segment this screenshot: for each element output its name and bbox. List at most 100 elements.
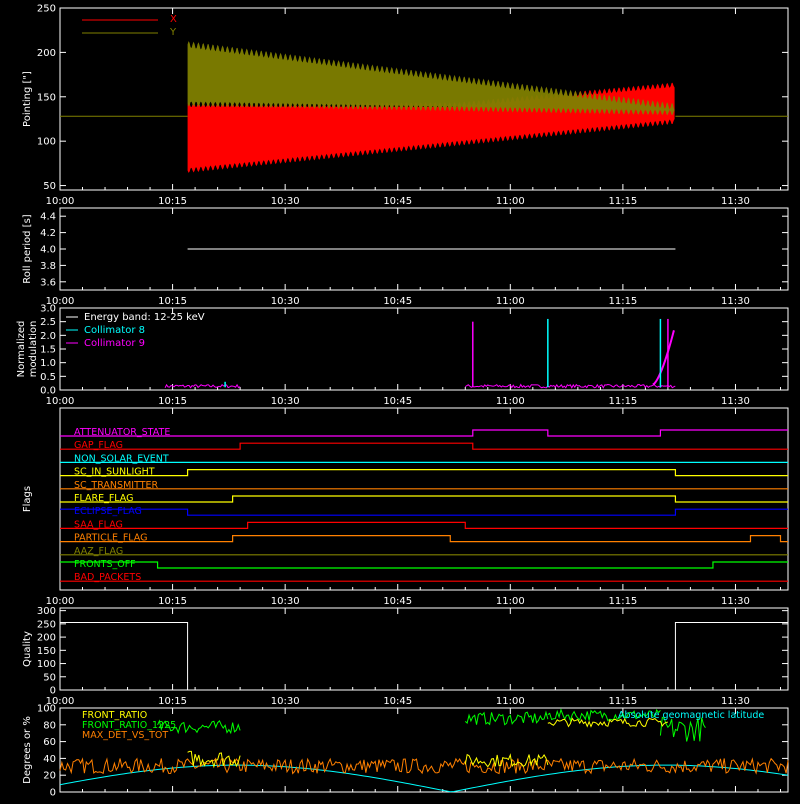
geomag-latitude-trace (59, 764, 789, 793)
legend-label-x: X (170, 14, 177, 25)
y-tick-label: 100 (37, 659, 56, 670)
flag-label: ECLIPSE_FLAG (74, 506, 142, 517)
y-tick-label: 2.5 (40, 317, 56, 328)
y-tick-label: 0 (50, 788, 56, 799)
quality-trace (60, 622, 788, 691)
x-tick-label: 10:45 (383, 596, 412, 607)
panel-frame-0 (59, 7, 789, 191)
flag-trace (60, 535, 788, 543)
x-tick-label: 11:15 (608, 296, 637, 307)
legend-label-collimator-8: Collimator 8 (84, 325, 145, 336)
x-tick-label: 11:15 (608, 396, 637, 407)
y-tick-label: 150 (37, 646, 56, 657)
max-det-trace (59, 757, 789, 775)
x-tick-label: 11:30 (721, 396, 750, 407)
flag-label: AAZ_FLAG (74, 546, 123, 557)
x-tick-label: 11:15 (608, 196, 637, 207)
flag-label: SC_TRANSMITTER (74, 480, 159, 491)
modulation-trace (464, 383, 676, 389)
x-tick-label: 11:15 (608, 696, 637, 707)
x-tick-label: 10:30 (271, 596, 300, 607)
x-tick-label: 11:00 (496, 196, 525, 207)
y-tick-label: 150 (37, 92, 56, 103)
x-tick-label: 10:45 (383, 696, 412, 707)
legend-label-front-ratio: FRONT_RATIO (82, 710, 147, 721)
y-tick-label: 100 (37, 137, 56, 148)
x-tick-label: 10:30 (271, 296, 300, 307)
legend-label-max-det: MAX_DET_VS_TOT (82, 730, 168, 741)
y-axis-label: Flags (22, 486, 33, 512)
legend-label-geomag: Absolute geomagnetic latitude (618, 710, 764, 721)
x-tick-label: 10:45 (383, 296, 412, 307)
y-axis-label: Normalized (16, 321, 27, 378)
x-tick-label: 10:30 (271, 396, 300, 407)
flag-label: NON_SOLAR_EVENT (74, 453, 169, 464)
flag-trace (60, 508, 788, 516)
x-tick-label: 10:15 (158, 296, 187, 307)
y-tick-label: 250 (37, 619, 56, 630)
flag-label: GAP_FLAG (74, 440, 123, 451)
x-tick-label: 10:45 (383, 396, 412, 407)
x-tick-label: 10:15 (158, 196, 187, 207)
flag-label: SC_IN_SUNLIGHT (74, 467, 155, 478)
y-tick-label: 1.0 (40, 358, 56, 369)
y-axis-label: Roll period [s] (22, 214, 33, 283)
y-tick-label: 100 (37, 704, 56, 715)
flag-label: ATTENUATOR_STATE (74, 427, 170, 438)
y-tick-label: 60 (43, 737, 56, 748)
y-tick-label: 3.0 (40, 304, 56, 315)
y-tick-label: 200 (37, 633, 56, 644)
x-tick-label: 10:15 (158, 396, 187, 407)
front-ratio-trace (464, 753, 549, 768)
x-tick-label: 11:00 (496, 296, 525, 307)
x-tick-label: 10:00 (46, 196, 75, 207)
front-ratio-1225-trace (547, 708, 661, 723)
flag-label: SAA_FLAG (74, 519, 123, 530)
y-tick-label: 80 (43, 720, 56, 731)
x-tick-label: 11:00 (496, 696, 525, 707)
legend-title: Energy band: 12-25 keV (84, 312, 205, 323)
y-tick-label: 50 (43, 672, 56, 683)
front-ratio-1225-trace (464, 710, 549, 726)
y-axis-label: Pointing ["] (22, 71, 33, 127)
flag-trace (60, 561, 788, 569)
y-tick-label: 0.5 (40, 372, 56, 383)
y-tick-label: 50 (43, 181, 56, 192)
y-tick-label: 0.0 (40, 386, 56, 397)
legend-label-collimator-9: Collimator 9 (84, 338, 145, 349)
y-tick-label: 20 (43, 771, 56, 782)
flag-label: PARTICLE_FLAG (74, 533, 147, 544)
legend-label-front-ratio-1225: FRONT_RATIO_1225 (82, 720, 176, 731)
y-tick-label: 3.6 (40, 277, 56, 288)
x-tick-label: 10:30 (271, 196, 300, 207)
flag-label: FRONTS_OFF (74, 559, 136, 570)
x-tick-label: 11:30 (721, 196, 750, 207)
y-tick-label: 4.4 (40, 212, 56, 223)
flag-trace (60, 442, 788, 450)
front-ratio-1225-trace (659, 716, 706, 742)
y-tick-label: 250 (37, 4, 56, 15)
y-tick-label: 4.2 (40, 228, 56, 239)
y-tick-label: 3.8 (40, 261, 56, 272)
panel-frame-3 (59, 407, 789, 591)
panel-frame-5 (59, 707, 789, 793)
y-tick-label: 4.0 (40, 245, 56, 256)
y-tick-label: 0 (50, 686, 56, 697)
y-tick-label: 300 (37, 606, 56, 617)
y-tick-label: 200 (37, 48, 56, 59)
x-tick-label: 10:00 (46, 696, 75, 707)
modulation-trace (164, 383, 241, 389)
front-ratio-trace (547, 717, 669, 728)
flag-trace (60, 495, 788, 503)
front-ratio-1225-trace (157, 719, 241, 735)
flag-label: FLARE_FLAG (74, 493, 134, 504)
flag-trace (60, 429, 788, 437)
flag-label: BAD_PACKETS (74, 572, 141, 583)
series-y-band (187, 41, 675, 116)
x-tick-label: 10:00 (46, 296, 75, 307)
x-tick-label: 11:00 (496, 596, 525, 607)
front-ratio-trace (187, 750, 241, 769)
x-tick-label: 11:30 (721, 296, 750, 307)
x-tick-label: 11:30 (721, 696, 750, 707)
